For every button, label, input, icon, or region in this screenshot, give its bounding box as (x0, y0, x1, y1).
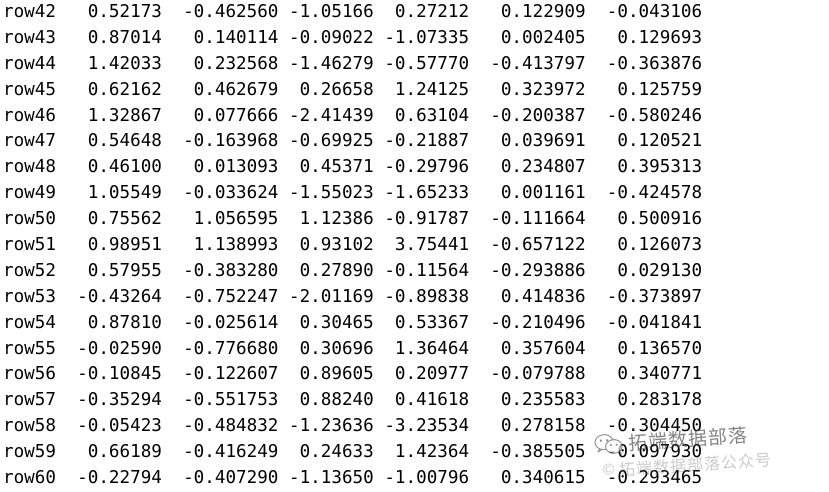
table-row: row50 0.75562 1.056595 1.12386 -0.91787 … (3, 209, 703, 230)
table-row: row45 0.62162 0.462679 0.26658 1.24125 0… (3, 79, 703, 100)
table-row: row58 -0.05423 -0.484832 -1.23636 -3.235… (3, 416, 703, 437)
table-row: row59 0.66189 -0.416249 0.24633 1.42364 … (3, 442, 703, 463)
table-row: row46 1.32867 0.077666 -2.41439 0.63104 … (3, 105, 703, 126)
table-row: row44 1.42033 0.232568 -1.46279 -0.57770… (3, 53, 703, 74)
table-row: row57 -0.35294 -0.551753 0.88240 0.41618… (3, 390, 703, 411)
table-row: row56 -0.10845 -0.122607 0.89605 0.20977… (3, 364, 703, 385)
table-row: row47 0.54648 -0.163968 -0.69925 -0.2188… (3, 131, 703, 152)
table-row: row52 0.57955 -0.383280 0.27890 -0.11564… (3, 260, 703, 281)
table-row: row60 -0.22794 -0.407290 -1.13650 -1.007… (3, 468, 703, 489)
table-row: row49 1.05549 -0.033624 -1.55023 -1.6523… (3, 183, 703, 204)
table-row: row42 0.52173 -0.462560 -1.05166 0.27212… (3, 2, 703, 22)
table-row: row53 -0.43264 -0.752247 -2.01169 -0.898… (3, 286, 703, 307)
table-row: row43 0.87014 0.140114 -0.09022 -1.07335… (3, 27, 703, 48)
table-row: row55 -0.02590 -0.776680 0.30696 1.36464… (3, 338, 703, 359)
table-row: row48 0.46100 0.013093 0.45371 -0.29796 … (3, 157, 703, 178)
table-row: row54 0.87810 -0.025614 0.30465 0.53367 … (3, 312, 703, 333)
table-row: row51 0.98951 1.138993 0.93102 3.75441 -… (3, 235, 703, 256)
